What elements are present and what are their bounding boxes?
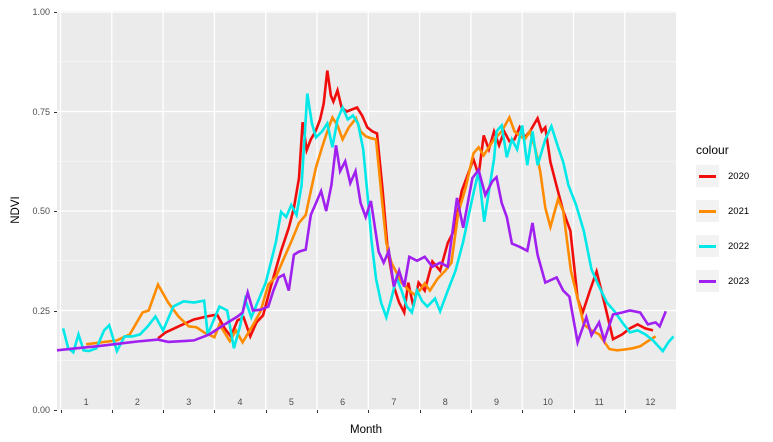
legend-key-line-icon (699, 280, 716, 283)
y-tick-mark (54, 310, 57, 312)
series-line-2023 (57, 145, 668, 352)
y-tick-mark (54, 111, 57, 113)
y-tick-label-1.00: 1.00 (32, 7, 50, 17)
legend-key-swatch (696, 200, 719, 222)
legend-title: colour (696, 143, 729, 157)
legend-key-line-icon (699, 210, 716, 213)
legend-label: 2022 (728, 241, 750, 252)
series-line-2022 (61, 93, 675, 355)
x-tick-mark (470, 410, 472, 413)
x-tick-label-6: 6 (340, 397, 346, 407)
x-tick-mark (573, 410, 575, 413)
legend-key-swatch (696, 165, 719, 187)
legend-items: 2020 2021 2022 2023 (694, 165, 770, 292)
legend-label: 2023 (728, 276, 750, 287)
x-tick-mark (368, 410, 370, 413)
x-tick-mark (317, 410, 318, 413)
series-line-2020 (157, 70, 654, 342)
legend-label: 2020 (728, 171, 750, 182)
y-tick-mark (54, 12, 57, 13)
x-tick-mark (111, 410, 113, 413)
legend-key-swatch (696, 235, 719, 257)
y-tick-mark (54, 211, 57, 212)
legend-item-2021: 2021 (694, 200, 770, 222)
x-tick-mark (265, 410, 267, 413)
x-tick-mark (163, 410, 165, 413)
x-tick-mark (522, 410, 524, 413)
x-tick-label-1: 1 (83, 397, 89, 407)
legend: colour 2020 2021 2022 2023 (694, 143, 770, 305)
plot-canvas (57, 11, 676, 410)
x-tick-label-8: 8 (442, 397, 448, 407)
legend-key-swatch (696, 270, 719, 292)
y-tick-label-0.50: 0.50 (32, 206, 50, 216)
x-tick-label-2: 2 (134, 397, 140, 407)
x-tick-mark (419, 410, 421, 413)
legend-label: 2021 (728, 206, 750, 217)
x-tick-label-9: 9 (494, 397, 500, 407)
y-tick-mark (54, 410, 57, 411)
y-tick-label-0.75: 0.75 (32, 106, 50, 117)
x-tick-label-11: 11 (594, 397, 604, 407)
x-tick-label-4: 4 (237, 397, 243, 407)
x-tick-label-3: 3 (186, 397, 192, 407)
series-line-2021 (85, 114, 657, 352)
x-tick-label-7: 7 (391, 397, 397, 407)
legend-item-2020: 2020 (694, 165, 770, 187)
legend-key-line-icon (699, 245, 716, 248)
x-tick-mark (214, 410, 216, 413)
x-tick-mark (624, 410, 626, 413)
plot-panel: 1 2 3 4 5 6 7 8 9 10 11 12 (57, 11, 676, 410)
legend-key-line-icon (699, 175, 716, 178)
legend-item-2023: 2023 (694, 270, 770, 292)
x-axis-title: Month (350, 424, 382, 436)
legend-item-2022: 2022 (694, 235, 770, 257)
x-tick-label-5: 5 (288, 397, 294, 407)
x-tick-mark (60, 410, 62, 413)
x-tick-label-10: 10 (542, 397, 553, 407)
x-tick-label-12: 12 (645, 397, 656, 407)
y-tick-label-0.00: 0.00 (32, 405, 50, 415)
y-tick-label-0.25: 0.25 (32, 305, 50, 316)
